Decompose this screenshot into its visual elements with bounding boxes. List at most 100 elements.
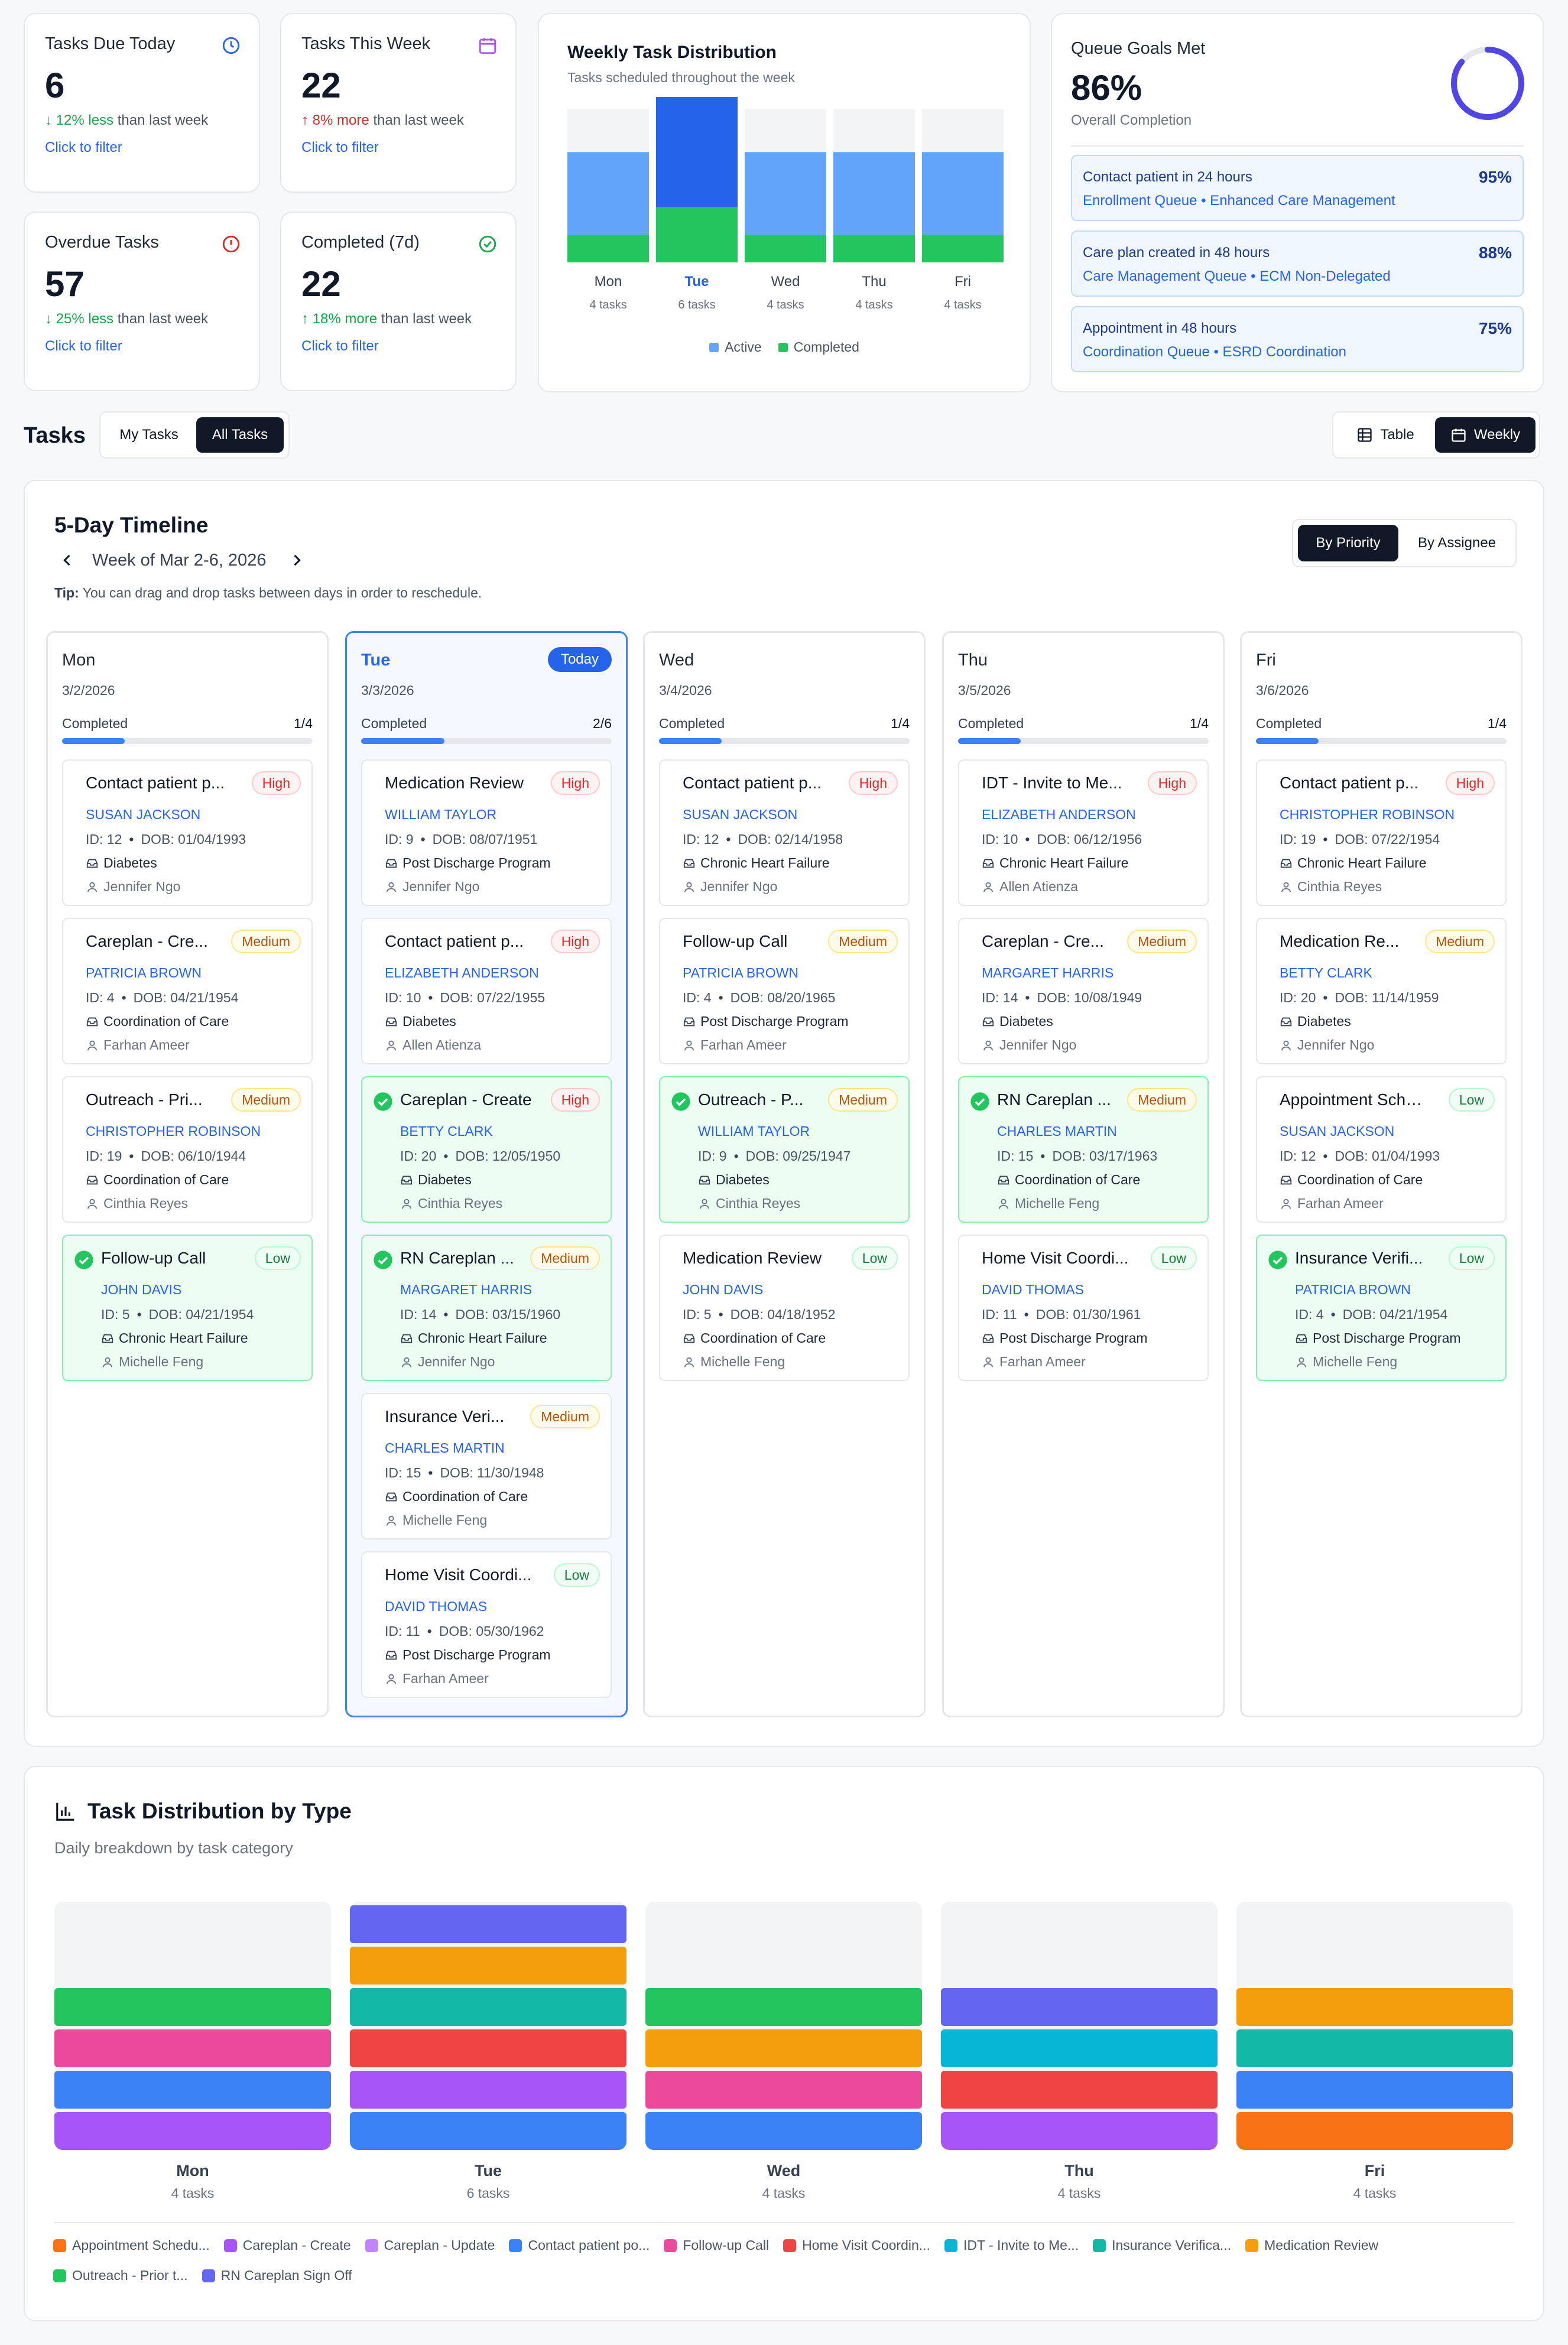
type-legend-item[interactable]: Outreach - Prior t... <box>53 2268 188 2284</box>
task-card[interactable]: Follow-up Call Low JOHN DAVIS ID: 5 • DOB: 04… <box>62 1235 313 1381</box>
patient-name[interactable]: DAVID THOMAS <box>982 1282 1084 1297</box>
patient-name[interactable]: CHRISTOPHER ROBINSON <box>86 1123 261 1139</box>
queue-goal-item[interactable]: Contact patient in 24 hours Enrollment Qu… <box>1071 155 1524 221</box>
patient-name[interactable]: BETTY CLARK <box>1280 965 1372 980</box>
table-view-button[interactable]: Table <box>1338 417 1433 453</box>
by-priority-button[interactable]: By Priority <box>1298 525 1398 561</box>
by-assignee-button[interactable]: By Assignee <box>1417 535 1496 551</box>
type-segment[interactable] <box>645 2029 922 2067</box>
type-legend-item[interactable]: Appointment Schedu... <box>53 2237 210 2253</box>
type-legend-item[interactable]: Insurance Verifica... <box>1093 2237 1231 2253</box>
patient-name[interactable]: CHRISTOPHER ROBINSON <box>1280 807 1455 822</box>
type-segment[interactable] <box>941 2071 1218 2109</box>
task-card[interactable]: Medication Review High WILLIAM TAYLOR ID: 9… <box>361 759 612 906</box>
task-card[interactable]: IDT - Invite to Me... High ELIZABETH ANDER… <box>958 759 1209 906</box>
type-segment[interactable] <box>941 1988 1218 2026</box>
bar-active[interactable] <box>656 97 738 207</box>
stat-card[interactable]: Tasks Due Today 6 ↓ 12% less than last wee… <box>24 13 260 193</box>
type-segment[interactable] <box>54 2112 331 2150</box>
type-legend-item[interactable]: Medication Review <box>1245 2237 1378 2253</box>
task-card[interactable]: RN Careplan ... Medium MARGARET HARRIS ID: … <box>361 1235 612 1381</box>
type-segment[interactable] <box>350 1905 626 1943</box>
type-segment[interactable] <box>350 2112 626 2150</box>
task-card[interactable]: Contact patient p... High CHRISTOPHER ROBI… <box>1256 759 1507 906</box>
stat-card[interactable]: Tasks This Week 22 ↑ 8% more than last wee… <box>280 13 517 193</box>
next-week-icon[interactable] <box>288 552 305 569</box>
patient-name[interactable]: MARGARET HARRIS <box>400 1282 533 1297</box>
patient-name[interactable]: PATRICIA BROWN <box>1295 1282 1411 1297</box>
patient-name[interactable]: SUSAN JACKSON <box>683 807 798 822</box>
patient-name[interactable]: CHARLES MARTIN <box>997 1123 1117 1139</box>
bar-completed[interactable] <box>745 235 826 262</box>
task-card[interactable]: Careplan - Cre... Medium MARGARET HARRIS ID… <box>958 918 1209 1064</box>
bar-completed[interactable] <box>656 207 738 262</box>
queue-goal-item[interactable]: Appointment in 48 hours Coordination Queu… <box>1071 306 1524 372</box>
task-card[interactable]: Contact patient p... High SUSAN JACKSON ID:… <box>62 759 313 906</box>
day-column[interactable]: Tue Today 3/3/2026 Completed 2/6 Medication R… <box>345 631 628 1717</box>
type-legend-item[interactable]: Home Visit Coordin... <box>783 2237 930 2253</box>
type-segment[interactable] <box>645 2071 922 2109</box>
type-segment[interactable] <box>350 2071 626 2109</box>
my-tasks-button[interactable]: My Tasks <box>119 427 178 443</box>
type-segment[interactable] <box>350 1947 626 1985</box>
task-card[interactable]: Contact patient p... High SUSAN JACKSON ID:… <box>659 759 910 906</box>
filter-link[interactable]: Click to filter <box>301 139 379 155</box>
bar-active[interactable] <box>745 152 826 235</box>
patient-name[interactable]: PATRICIA BROWN <box>683 965 798 980</box>
type-legend-item[interactable]: Follow-up Call <box>664 2237 769 2253</box>
task-card[interactable]: Outreach - P... Medium WILLIAM TAYLOR ID: 9… <box>659 1076 910 1223</box>
type-segment[interactable] <box>350 1988 626 2026</box>
task-card[interactable]: Home Visit Coordi... Low DAVID THOMAS ID: 1… <box>361 1551 612 1698</box>
type-segment[interactable] <box>941 2112 1218 2150</box>
patient-name[interactable]: DAVID THOMAS <box>385 1599 487 1614</box>
prev-week-icon[interactable] <box>59 552 76 569</box>
bar-active[interactable] <box>567 152 649 235</box>
day-column[interactable]: Wed 3/4/2026 Completed 1/4 Contact patient p… <box>643 631 926 1717</box>
patient-name[interactable]: ELIZABETH ANDERSON <box>385 965 539 980</box>
task-card[interactable]: Insurance Verifi... Low PATRICIA BROWN ID: … <box>1256 1235 1507 1381</box>
weekly-view-button[interactable]: Weekly <box>1435 417 1535 453</box>
bar-active[interactable] <box>922 152 1004 235</box>
day-column[interactable]: Fri 3/6/2026 Completed 1/4 Contact patient p… <box>1240 631 1522 1717</box>
type-segment[interactable] <box>54 2071 331 2109</box>
type-segment[interactable] <box>645 1988 922 2026</box>
task-card[interactable]: Medication Review Low JOHN DAVIS ID: 5 • DOB:… <box>659 1235 910 1381</box>
day-column[interactable]: Thu 3/5/2026 Completed 1/4 IDT - Invite to M… <box>942 631 1225 1717</box>
type-segment[interactable] <box>1236 2112 1513 2150</box>
type-legend-item[interactable]: IDT - Invite to Me... <box>944 2237 1079 2253</box>
task-card[interactable]: RN Careplan ... Medium CHARLES MARTIN ID: 1… <box>958 1076 1209 1223</box>
stat-card[interactable]: Completed (7d) 22 ↑ 18% more than last wee… <box>280 212 517 391</box>
type-segment[interactable] <box>941 2029 1218 2067</box>
patient-name[interactable]: SUSAN JACKSON <box>1280 1123 1395 1139</box>
type-segment[interactable] <box>54 1988 331 2026</box>
patient-name[interactable]: CHARLES MARTIN <box>385 1440 505 1456</box>
task-card[interactable]: Outreach - Pri... Medium CHRISTOPHER ROBIN… <box>62 1076 313 1223</box>
type-segment[interactable] <box>1236 2029 1513 2067</box>
type-segment[interactable] <box>350 2029 626 2067</box>
patient-name[interactable]: JOHN DAVIS <box>683 1282 764 1297</box>
patient-name[interactable]: WILLIAM TAYLOR <box>698 1123 810 1139</box>
patient-name[interactable]: BETTY CLARK <box>400 1123 493 1139</box>
stat-card[interactable]: Overdue Tasks 57 ↓ 25% less than last week… <box>24 212 260 391</box>
patient-name[interactable]: PATRICIA BROWN <box>86 965 202 980</box>
type-legend-item[interactable]: Contact patient po... <box>509 2237 650 2253</box>
patient-name[interactable]: MARGARET HARRIS <box>982 965 1114 980</box>
task-card[interactable]: Insurance Veri... Medium CHARLES MARTIN ID:… <box>361 1393 612 1539</box>
type-segment[interactable] <box>645 2112 922 2150</box>
task-card[interactable]: Home Visit Coordi... Low DAVID THOMAS ID: 1… <box>958 1235 1209 1381</box>
filter-link[interactable]: Click to filter <box>45 338 122 354</box>
day-column[interactable]: Mon 3/2/2026 Completed 1/4 Contact patient p… <box>46 631 329 1717</box>
type-legend-item[interactable]: RN Careplan Sign Off <box>202 2268 352 2284</box>
task-card[interactable]: Contact patient p... High ELIZABETH ANDERS… <box>361 918 612 1064</box>
all-tasks-button[interactable]: All Tasks <box>196 417 284 453</box>
patient-name[interactable]: WILLIAM TAYLOR <box>385 807 497 822</box>
task-card[interactable]: Follow-up Call Medium PATRICIA BROWN ID: 4 •… <box>659 918 910 1064</box>
bar-active[interactable] <box>833 152 915 235</box>
task-card[interactable]: Careplan - Create High BETTY CLARK ID: 20 • D… <box>361 1076 612 1223</box>
type-segment[interactable] <box>1236 1988 1513 2026</box>
patient-name[interactable]: SUSAN JACKSON <box>86 807 201 822</box>
type-segment[interactable] <box>1236 2071 1513 2109</box>
bar-completed[interactable] <box>833 235 915 262</box>
patient-name[interactable]: JOHN DAVIS <box>101 1282 182 1297</box>
task-card[interactable]: Careplan - Cre... Medium PATRICIA BROWN ID:… <box>62 918 313 1064</box>
